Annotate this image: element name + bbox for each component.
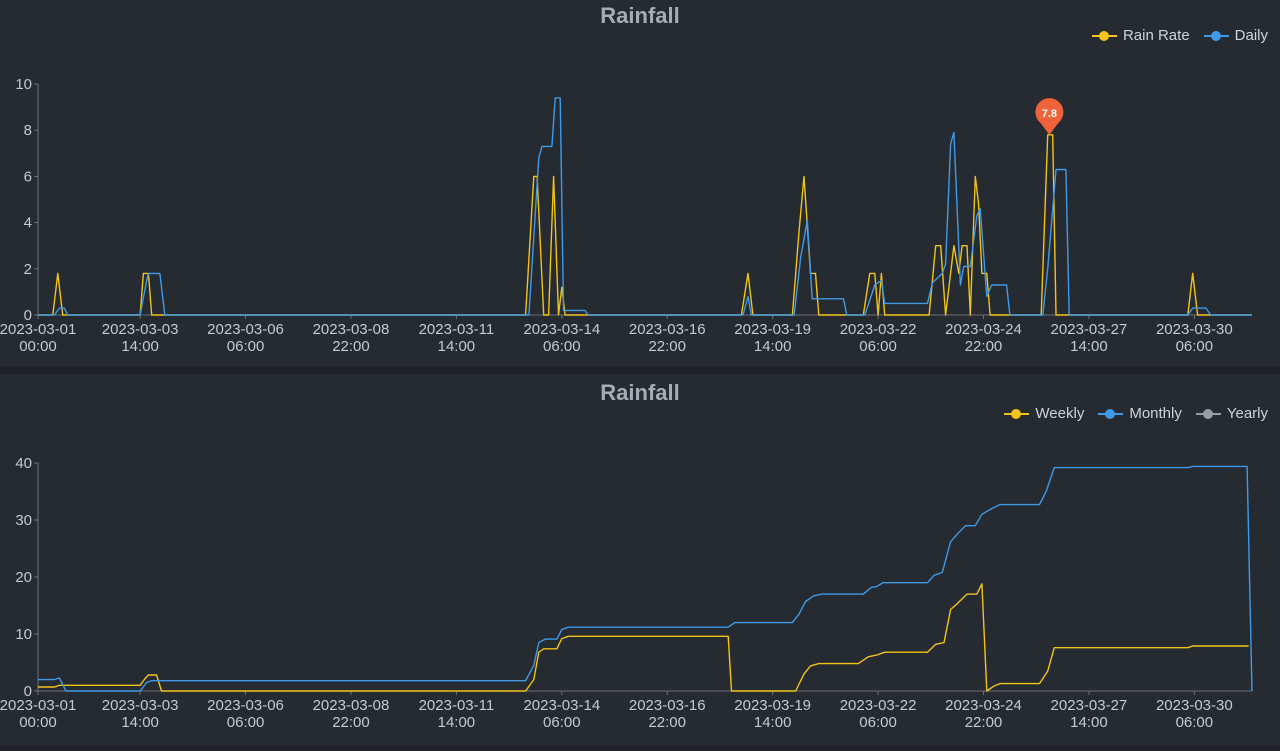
x-tick-label-time: 06:00 — [1176, 338, 1214, 355]
x-tick-label-time: 06:00 — [543, 338, 581, 355]
y-tick-label: 20 — [15, 569, 32, 586]
y-tick-label: 40 — [15, 455, 32, 472]
plot-area: 0102030402023-03-0100:002023-03-0314:002… — [0, 455, 1253, 731]
x-tick-label-date: 2023-03-08 — [313, 321, 390, 338]
x-tick-label-date: 2023-03-14 — [523, 321, 600, 338]
y-tick-label: 8 — [24, 122, 32, 139]
series-line-monthly[interactable] — [38, 465, 1253, 692]
legend-marker-icon — [1091, 29, 1117, 43]
x-tick-label-date: 2023-03-30 — [1156, 321, 1233, 338]
x-tick-label-date: 2023-03-14 — [523, 697, 600, 714]
x-tick-label-time: 06:00 — [543, 714, 581, 731]
chart-legend: Weekly Monthly Yearly — [1004, 405, 1268, 422]
plot-area: 02468102023-03-0100:002023-03-0314:00202… — [0, 76, 1252, 355]
x-tick-label-date: 2023-03-11 — [419, 697, 495, 714]
y-tick-label: 4 — [24, 215, 32, 232]
x-tick-label-time: 06:00 — [859, 338, 897, 355]
x-tick-label-date: 2023-03-24 — [945, 697, 1022, 714]
x-tick-label-time: 06:00 — [1176, 714, 1214, 731]
legend-item-rain-rate[interactable]: Rain Rate — [1091, 27, 1190, 44]
legend-item-daily[interactable]: Daily — [1203, 27, 1268, 44]
x-tick-label-time: 22:00 — [648, 714, 686, 731]
x-tick-label-date: 2023-03-03 — [102, 697, 179, 714]
legend-marker-icon — [1203, 29, 1229, 43]
y-tick-label: 0 — [24, 307, 32, 324]
legend-label: Yearly — [1226, 405, 1268, 422]
x-tick-label-date: 2023-03-01 — [0, 697, 76, 714]
series-line-weekly[interactable] — [38, 583, 1249, 692]
x-tick-label-time: 14:00 — [754, 714, 792, 731]
legend-marker-icon — [1004, 407, 1030, 421]
legend-label: Daily — [1234, 27, 1268, 44]
x-tick-label-date: 2023-03-01 — [0, 321, 76, 338]
x-tick-label-date: 2023-03-08 — [313, 697, 390, 714]
legend-marker-icon — [1195, 407, 1221, 421]
legend-item-monthly[interactable]: Monthly — [1098, 405, 1182, 422]
pin-icon — [1035, 98, 1064, 135]
x-tick-label-time: 14:00 — [754, 338, 792, 355]
x-tick-label-date: 2023-03-22 — [840, 697, 917, 714]
x-tick-label-time: 14:00 — [438, 714, 476, 731]
series-line-rain-rate[interactable] — [38, 134, 1252, 316]
x-tick-label-date: 2023-03-27 — [1051, 697, 1128, 714]
rainfall-total-chart: Rainfall Weekly Monthly Yearly 0 10 20 30 40… — [0, 374, 1280, 746]
x-tick-label-date: 2023-03-03 — [102, 321, 179, 338]
x-tick-label-date: 2023-03-22 — [840, 321, 917, 338]
legend-label: Weekly — [1035, 405, 1085, 422]
x-tick-label-time: 14:00 — [121, 714, 159, 731]
x-tick-label-time: 06:00 — [227, 338, 265, 355]
legend-label: Rain Rate — [1122, 27, 1190, 44]
x-tick-label-date: 2023-03-11 — [419, 321, 495, 338]
x-tick-label-time: 06:00 — [227, 714, 265, 731]
max-value-marker[interactable]: 7.8 — [1035, 98, 1064, 135]
x-tick-label-time: 00:00 — [19, 338, 57, 355]
x-tick-label-date: 2023-03-06 — [207, 697, 284, 714]
legend-label: Monthly — [1129, 405, 1182, 422]
x-tick-label-date: 2023-03-27 — [1051, 321, 1128, 338]
rainfall-rate-chart: Rainfall Rain Rate Daily 0 2 4 6 8 10 2023-03-… — [0, 0, 1280, 366]
x-tick-label-date: 2023-03-30 — [1156, 697, 1233, 714]
x-tick-label-time: 22:00 — [965, 714, 1003, 731]
x-tick-label-time: 14:00 — [1070, 714, 1108, 731]
series-line-daily[interactable] — [38, 97, 1252, 316]
x-tick-label-date: 2023-03-19 — [734, 697, 811, 714]
x-tick-label-time: 22:00 — [332, 338, 370, 355]
chart-title: Rainfall — [600, 380, 680, 405]
x-tick-label-time: 22:00 — [965, 338, 1003, 355]
x-tick-label-date: 2023-03-16 — [629, 697, 706, 714]
y-tick-label: 2 — [24, 261, 32, 278]
y-tick-label: 10 — [15, 76, 32, 93]
x-tick-label-time: 14:00 — [438, 338, 476, 355]
legend-item-yearly[interactable]: Yearly — [1195, 405, 1268, 422]
y-tick-label: 6 — [24, 168, 32, 185]
legend-item-weekly[interactable]: Weekly — [1004, 405, 1084, 422]
chart-title: Rainfall — [600, 3, 680, 28]
y-tick-label: 30 — [15, 512, 32, 529]
x-tick-label-time: 14:00 — [121, 338, 159, 355]
x-tick-label-time: 00:00 — [19, 714, 57, 731]
x-tick-label-time: 14:00 — [1070, 338, 1108, 355]
y-tick-label: 0 — [24, 683, 32, 700]
x-tick-label-date: 2023-03-16 — [629, 321, 706, 338]
x-tick-label-time: 06:00 — [859, 714, 897, 731]
legend-marker-icon — [1098, 407, 1124, 421]
x-tick-label-time: 22:00 — [648, 338, 686, 355]
chart-legend: Rain Rate Daily — [1091, 27, 1268, 44]
y-tick-label: 10 — [15, 626, 32, 643]
marker-value-label: 7.8 — [1042, 108, 1057, 120]
x-tick-label-time: 22:00 — [332, 714, 370, 731]
x-tick-label-date: 2023-03-24 — [945, 321, 1022, 338]
x-tick-label-date: 2023-03-19 — [734, 321, 811, 338]
x-tick-label-date: 2023-03-06 — [207, 321, 284, 338]
